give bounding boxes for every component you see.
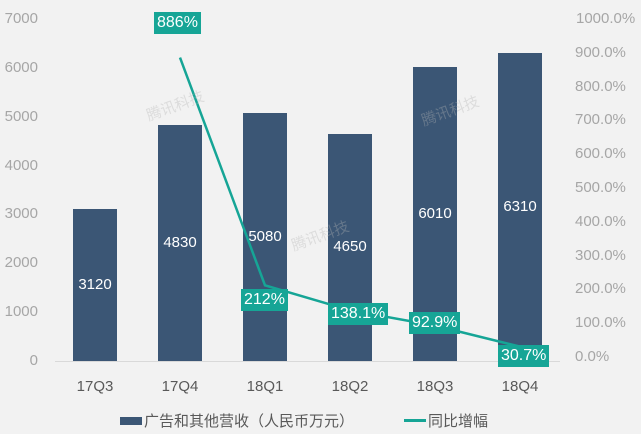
x-axis-line [55,361,560,362]
x-axis-tick: 18Q3 [416,378,454,395]
bar-17Q3 [73,208,117,361]
x-axis-tick: 18Q4 [501,378,539,395]
legend-line-label: 同比增幅 [428,413,489,430]
x-axis-tick: 18Q1 [246,378,284,395]
legend-bar-swatch [120,416,142,425]
growth-value-label: 886% [154,11,201,34]
x-axis-tick: 17Q3 [76,378,114,395]
growth-value-label: 30.7% [498,344,550,367]
legend-line-swatch [404,419,427,422]
right-axis-tick: 400.0% [575,212,626,230]
x-axis-tick: 18Q2 [331,378,369,395]
right-axis-tick: 800.0% [575,77,626,95]
bar-value-label: 6010 [418,205,452,223]
bar-value-label: 6310 [503,197,537,215]
legend: 广告和其他营收（人民币万元） 同比增幅 [120,410,488,431]
right-axis-tick: 900.0% [575,43,626,61]
left-axis-tick: 4000 [4,156,38,174]
left-axis-tick: 2000 [4,254,38,272]
bar-value-label: 3120 [78,275,112,293]
growth-value-label: 138.1% [328,303,389,326]
growth-value-label: 212% [241,289,288,312]
right-axis-tick: 300.0% [575,246,626,264]
left-axis-tick: 5000 [4,107,38,125]
right-axis-tick: 700.0% [575,111,626,129]
left-axis-tick: 7000 [4,10,38,27]
right-axis-tick: 100.0% [575,314,626,332]
right-axis-tick: 0.0% [575,348,610,365]
legend-bar-label: 广告和其他营收（人民币万元） [144,413,355,430]
right-axis-tick: 500.0% [575,179,626,196]
watermark: 腾讯科技 [144,88,207,125]
left-axis-tick: 6000 [4,58,38,76]
x-axis-tick: 17Q4 [161,378,199,395]
left-axis-tick: 0 [29,352,38,369]
left-axis-tick: 1000 [4,303,38,321]
right-axis-tick: 600.0% [575,145,626,163]
growth-value-label: 92.9% [409,311,461,334]
bar-value-label: 5080 [248,227,282,245]
left-axis-tick: 3000 [4,205,38,223]
bar-value-label: 4830 [163,234,197,251]
right-axis-tick: 1000.0% [576,10,636,27]
right-axis-tick: 200.0% [575,280,626,298]
